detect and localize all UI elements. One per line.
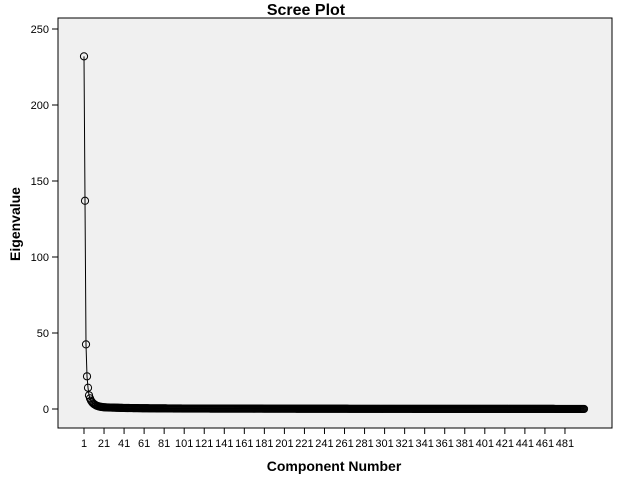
x-tick-label: 101 (175, 438, 193, 450)
x-tick-label: 421 (496, 438, 514, 450)
x-tick-label: 401 (476, 438, 494, 450)
y-tick-label: 250 (31, 24, 49, 36)
x-tick-label: 301 (375, 438, 393, 450)
x-tick-label: 461 (536, 438, 554, 450)
x-tick-label: 201 (275, 438, 293, 450)
data-point (79, 52, 89, 61)
x-tick-label: 81 (158, 438, 170, 450)
data-point (80, 196, 90, 205)
x-tick-label: 221 (295, 438, 313, 450)
x-tick-label: 481 (556, 438, 574, 450)
x-tick-label: 181 (255, 438, 273, 450)
x-tick-label: 121 (195, 438, 213, 450)
series-layer (79, 52, 589, 414)
x-axis: 1 21 41 61 81 101 121 141 161 181 201 221 241 261 281 3… (81, 428, 574, 450)
y-tick-label: 0 (43, 404, 49, 416)
data-point (579, 404, 589, 414)
x-tick-label: 261 (335, 438, 353, 450)
plot-area (57, 17, 613, 429)
y-tick-label: 200 (31, 100, 49, 112)
data-point (82, 372, 92, 381)
x-tick-label: 441 (516, 438, 534, 450)
y-tick-label: 50 (37, 328, 49, 340)
x-tick-label: 61 (138, 438, 150, 450)
y-axis-label: Eigenvalue (7, 187, 23, 261)
x-tick-label: 381 (456, 438, 474, 450)
x-tick-label: 21 (98, 438, 110, 450)
x-tick-label: 1 (81, 438, 87, 450)
x-tick-label: 281 (355, 438, 373, 450)
y-tick-label: 150 (31, 176, 49, 188)
chart-title: Scree Plot (267, 2, 346, 19)
x-tick-label: 321 (395, 438, 413, 450)
x-axis-label: Component Number (267, 458, 402, 474)
data-point (81, 340, 91, 349)
x-tick-label: 341 (416, 438, 434, 450)
y-axis: 0 50 100 150 200 250 (31, 24, 58, 416)
x-tick-label: 161 (235, 438, 253, 450)
x-tick-label: 41 (118, 438, 130, 450)
x-tick-label: 361 (436, 438, 454, 450)
x-tick-label: 241 (315, 438, 333, 450)
x-tick-label: 141 (215, 438, 233, 450)
y-tick-label: 100 (31, 252, 49, 264)
data-point (83, 383, 93, 392)
